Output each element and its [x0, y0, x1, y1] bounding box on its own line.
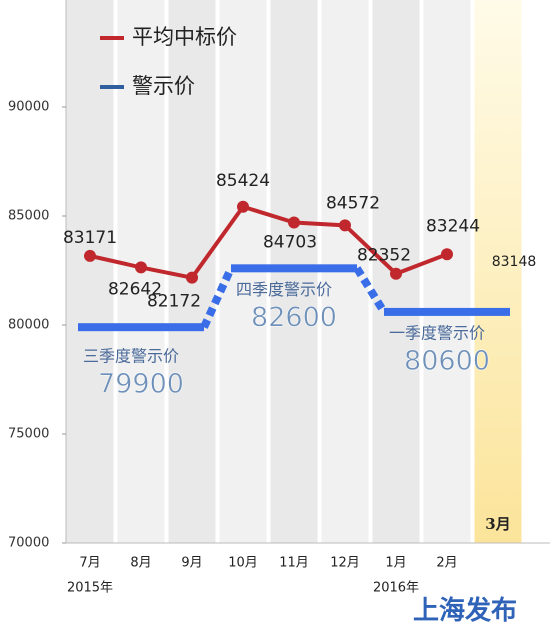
warning-bar	[384, 307, 510, 316]
line	[89, 204, 448, 280]
x-tick-label: 7月	[79, 556, 100, 571]
watermark: 上海发布	[413, 595, 517, 626]
legend-label: 警示价	[132, 74, 195, 98]
data-label: 84572	[326, 193, 380, 213]
warning-label: 四季度警示价	[236, 280, 332, 299]
point	[339, 219, 351, 232]
data-label: 82642	[108, 279, 162, 299]
data-label: 83244	[426, 216, 480, 236]
x-tick-label: 2月	[436, 556, 457, 571]
point	[390, 267, 402, 280]
point	[84, 249, 96, 262]
point	[288, 216, 300, 229]
year-label: 2015年	[67, 581, 113, 596]
x-tick-label: 10月	[228, 556, 258, 571]
y-tick-label: 70000	[8, 536, 49, 551]
column-band	[423, 0, 471, 543]
point	[186, 271, 198, 284]
data-label: 82172	[147, 292, 201, 312]
y-tick-label: 80000	[8, 318, 49, 333]
year-label: 2016年	[373, 581, 419, 596]
point	[441, 248, 453, 261]
warning-label: 三季度警示价	[83, 347, 179, 366]
point	[135, 261, 147, 274]
warning-bar	[231, 264, 357, 273]
x-tick-label: 11月	[279, 556, 309, 571]
legend-label: 平均中标价	[132, 25, 237, 49]
x-tick-label: 9月	[181, 556, 202, 571]
warning-connector	[200, 266, 235, 329]
column-band	[474, 0, 522, 543]
column-band	[168, 0, 216, 543]
y-tick-label: 90000	[8, 100, 49, 115]
point	[237, 200, 249, 213]
data-label: 85424	[216, 171, 270, 191]
warning-value: 80600	[404, 345, 490, 376]
warning-value: 79900	[98, 369, 184, 400]
highlight-label: 3月	[485, 515, 510, 533]
warning-label: 一季度警示价	[389, 323, 485, 342]
x-tick-label: 1月	[385, 556, 406, 571]
column-band	[66, 0, 114, 543]
warning-connector	[353, 266, 388, 315]
data-label: 84703	[263, 232, 317, 252]
x-tick-label: 12月	[330, 556, 360, 571]
warning-value: 82600	[251, 302, 337, 333]
annotation: 83148	[492, 254, 537, 270]
warning-bar	[78, 323, 204, 332]
data-label: 82352	[357, 246, 411, 266]
data-label: 83171	[63, 228, 117, 248]
y-tick-label: 85000	[8, 209, 49, 224]
y-tick-label: 75000	[8, 427, 49, 442]
x-tick-label: 8月	[130, 556, 151, 571]
